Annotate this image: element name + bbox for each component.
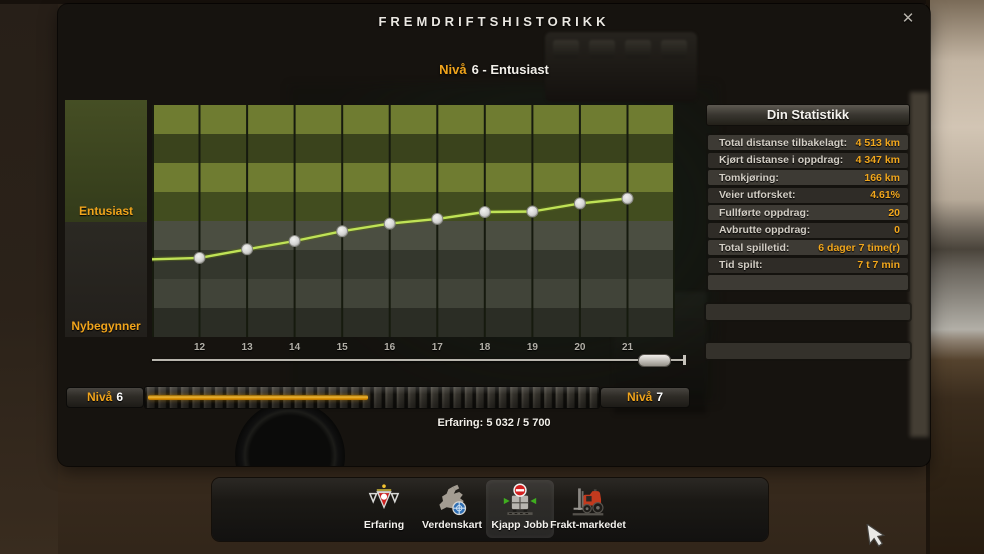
background-right bbox=[926, 0, 984, 554]
background-top bbox=[0, 0, 926, 4]
stat-value: 4 513 km bbox=[855, 136, 900, 149]
x-tick-label: 20 bbox=[574, 342, 586, 353]
stat-row: Tid spilt: 7 t 7 min bbox=[708, 257, 908, 273]
truck-wheel bbox=[235, 401, 345, 466]
stat-label: Veier utforsket: bbox=[719, 189, 796, 201]
page-title: FREMDRIFTSHISTORIKK bbox=[378, 14, 610, 29]
stat-row: Kjørt distanse i oppdrag: 4 347 km bbox=[708, 152, 908, 168]
freight-market-icon bbox=[572, 488, 604, 516]
band-entusiast: Entusiast bbox=[65, 100, 147, 222]
level-badge-current-number: 6 bbox=[116, 390, 124, 404]
band-entusiast-label: Entusiast bbox=[78, 204, 133, 218]
mouse-cursor bbox=[866, 524, 886, 547]
statistics-header: Din Statistikk bbox=[706, 104, 910, 126]
x-tick-label: 15 bbox=[336, 342, 348, 353]
toolbar-item-verdenskart[interactable]: Verdenskart bbox=[418, 480, 486, 538]
empty-stat-row bbox=[706, 304, 910, 320]
xp-bar-bevel bbox=[145, 387, 599, 408]
level-subtitle-prefix: Nivå bbox=[439, 62, 467, 77]
level-badge-next-prefix: Nivå bbox=[626, 390, 653, 404]
toolbar-item-erfaring[interactable]: Erfaring bbox=[350, 480, 418, 538]
toolbar-label-kjapp-jobb: Kjapp Jobb bbox=[491, 519, 549, 531]
wall-glow bbox=[910, 92, 929, 437]
stat-label: Tomkjøring: bbox=[719, 171, 779, 184]
timeline-slider-endcap bbox=[683, 355, 686, 365]
stat-row: Fullførte oppdrag: 20 bbox=[708, 205, 908, 220]
stat-label: Tid spilt: bbox=[719, 259, 763, 271]
progress-history-dialog: FREMDRIFTSHISTORIKK ✕ Nivå 6 - Entusiast … bbox=[58, 4, 930, 466]
chart-row-stripe bbox=[152, 279, 675, 308]
x-tick-label: 14 bbox=[289, 342, 301, 353]
x-tick-label: 17 bbox=[431, 342, 443, 353]
x-tick-label: 12 bbox=[193, 342, 206, 353]
level-subtitle-text: 6 - Entusiast bbox=[471, 62, 549, 77]
x-tick-label: 19 bbox=[526, 342, 538, 353]
stat-row bbox=[708, 275, 908, 290]
stat-value: 20 bbox=[888, 206, 900, 219]
xp-bar-segments bbox=[145, 387, 599, 408]
xp-progress-bar bbox=[145, 387, 599, 408]
toolbar-label-verdenskart: Verdenskart bbox=[421, 519, 483, 531]
chart-row-stripe bbox=[152, 192, 675, 221]
x-tick-label: 18 bbox=[479, 342, 491, 353]
level-badge-next: Nivå 7 bbox=[600, 387, 690, 408]
x-tick-label: 16 bbox=[384, 342, 396, 353]
experience-icon bbox=[368, 484, 400, 510]
level-badge-current-prefix: Nivå bbox=[86, 390, 113, 404]
chart-row-stripe bbox=[152, 163, 675, 192]
stat-label: Total distanse tilbakelagt: bbox=[719, 136, 848, 149]
band-nybegynner: Nybegynner bbox=[65, 222, 147, 337]
stat-row: Tomkjøring: 166 km bbox=[708, 170, 908, 185]
level-badge-current: Nivå 6 bbox=[66, 387, 144, 408]
level-subtitle: Nivå 6 - Entusiast bbox=[58, 62, 930, 77]
quick-job-icon bbox=[503, 483, 537, 515]
stat-label: Total spilletid: bbox=[719, 241, 790, 254]
stat-value: 4.61% bbox=[870, 189, 900, 201]
stat-label: Kjørt distanse i oppdrag: bbox=[719, 154, 844, 166]
toolbar-label-erfaring: Erfaring bbox=[363, 519, 405, 531]
progress-chart bbox=[152, 105, 675, 337]
world-map-icon bbox=[439, 484, 467, 516]
stat-label: Fullførte oppdrag: bbox=[719, 206, 810, 219]
background-left bbox=[0, 0, 58, 554]
empty-stat-row bbox=[706, 343, 910, 359]
chart-row-stripe bbox=[152, 221, 675, 250]
toolbar-label-fraktmarkedet: Frakt-markedet bbox=[550, 519, 626, 531]
x-tick-label: 13 bbox=[241, 342, 253, 353]
toolbar-item-fraktmarkedet[interactable]: Frakt-markedet bbox=[550, 480, 626, 538]
x-tick-label: 21 bbox=[621, 342, 634, 353]
stat-value: 6 dager 7 time(r) bbox=[818, 241, 900, 254]
stat-row: Veier utforsket: 4.61% bbox=[708, 187, 908, 203]
toolbar-item-kjapp-jobb[interactable]: Kjapp Jobb bbox=[486, 480, 554, 538]
statistics-panel: Din Statistikk Total distanse tilbakelag… bbox=[706, 104, 910, 292]
stat-value: 0 bbox=[894, 224, 900, 236]
truck-roofbar bbox=[545, 32, 697, 102]
level-badge-next-number: 7 bbox=[656, 390, 664, 404]
stat-value: 166 km bbox=[864, 171, 900, 184]
stat-label: Avbrutte oppdrag: bbox=[719, 224, 811, 236]
chart-line-layer bbox=[152, 105, 675, 337]
xp-bar-fill bbox=[148, 395, 368, 400]
close-icon[interactable]: ✕ bbox=[901, 10, 915, 27]
statistics-rows: Total distanse tilbakelagt: 4 513 km Kjørt… bbox=[706, 133, 910, 292]
chart-row-stripe bbox=[152, 308, 675, 337]
chart-row-stripe bbox=[152, 250, 675, 279]
stat-row: Total distanse tilbakelagt: 4 513 km bbox=[708, 135, 908, 150]
chart-y-axis: Entusiast Nybegynner bbox=[65, 100, 147, 337]
bottom-toolbar: Erfaring Verdenskart bbox=[212, 478, 768, 541]
timeline-slider-track[interactable] bbox=[152, 359, 685, 361]
chart-row-stripe bbox=[152, 105, 675, 134]
stat-row: Avbrutte oppdrag: 0 bbox=[708, 222, 908, 238]
xp-caption: Erfaring: 5 032 / 5 700 bbox=[437, 417, 551, 429]
stat-row: Total spilletid: 6 dager 7 time(r) bbox=[708, 240, 908, 255]
chart-row-stripe bbox=[152, 134, 675, 163]
stat-value: 4 347 km bbox=[855, 154, 900, 166]
band-nybegynner-label: Nybegynner bbox=[71, 319, 141, 333]
chart-x-ticks: 12 13 14 15 16 17 18 19 20 21 bbox=[152, 342, 675, 354]
stat-value: 7 t 7 min bbox=[857, 259, 900, 271]
timeline-slider-handle[interactable] bbox=[638, 353, 671, 367]
